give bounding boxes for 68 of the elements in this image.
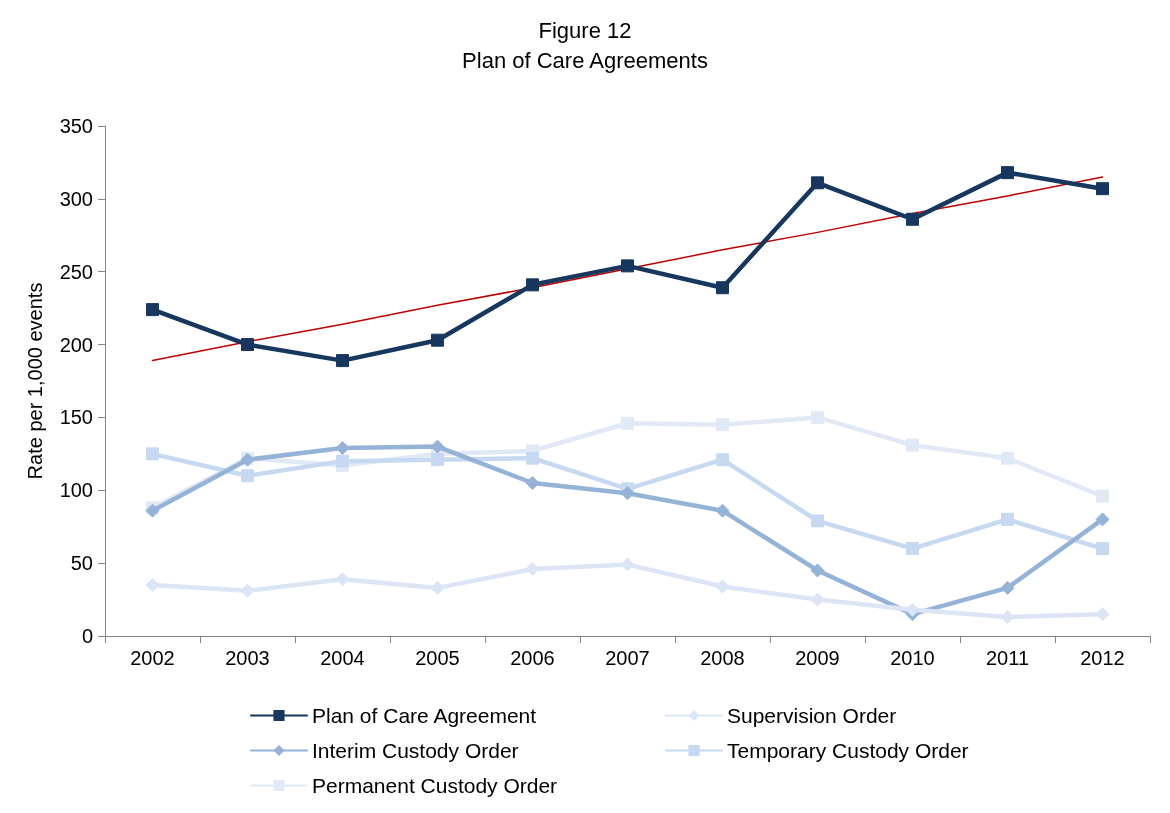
point: [431, 333, 444, 347]
legend-label: Supervision Order: [727, 704, 897, 727]
x-tick-label: 2010: [890, 647, 935, 669]
point: [905, 602, 920, 617]
x-tick-label: 2005: [415, 647, 460, 669]
x-tick-label: 2011: [985, 647, 1030, 669]
y-tick-label: 250: [59, 260, 93, 283]
point: [146, 447, 159, 461]
point: [906, 438, 919, 452]
x-tick-label: 2012: [1080, 647, 1125, 669]
point: [430, 439, 445, 454]
point: [525, 476, 540, 490]
point: [241, 469, 254, 483]
point: [811, 514, 824, 528]
y-tick-label: 0: [81, 625, 93, 647]
point: [1096, 489, 1109, 503]
point: [811, 410, 824, 424]
point: [240, 583, 255, 598]
point: [621, 416, 634, 430]
chart-subtitle: Plan of Care Agreements: [462, 47, 708, 73]
point: [431, 453, 444, 467]
point: [1096, 182, 1109, 196]
y-tick-label: 50: [70, 552, 93, 575]
y-tick-label: 200: [59, 333, 93, 356]
point: [620, 486, 635, 501]
point: [335, 572, 350, 587]
x-tick-label: 2008: [700, 647, 745, 669]
point: [715, 503, 730, 518]
point: [1001, 166, 1014, 180]
y-tick-label: 300: [59, 187, 93, 210]
legend-label: Permanent Custody Order: [312, 774, 558, 797]
point: [906, 212, 919, 226]
y-tick-label: 350: [59, 115, 93, 137]
point: [1000, 580, 1015, 595]
x-tick-label: 2009: [795, 647, 840, 669]
point: [241, 338, 254, 352]
point: [336, 454, 349, 468]
legend-label: Plan of Care Agreement: [312, 704, 537, 727]
x-tick-label: 2004: [320, 647, 365, 669]
point: [526, 278, 539, 292]
point: [810, 563, 825, 578]
point: [716, 453, 729, 467]
point: [620, 557, 635, 572]
point: [811, 176, 824, 190]
point: [1095, 512, 1110, 527]
point: [430, 580, 445, 595]
legend-label: Temporary Custody Order: [727, 739, 969, 762]
point: [715, 579, 730, 594]
point: [716, 418, 729, 432]
x-tick-label: 2007: [605, 647, 650, 669]
x-tick-label: 2002: [130, 647, 175, 669]
x-tick-label: 2006: [510, 647, 555, 669]
point: [810, 592, 825, 607]
point: [906, 542, 919, 556]
x-tick-label: 2003: [225, 647, 270, 669]
point: [716, 281, 729, 295]
point: [1001, 451, 1014, 465]
point: [1096, 542, 1109, 556]
point: [621, 259, 634, 273]
y-tick-label: 150: [59, 406, 93, 429]
y-axis-title: Rate per 1,000 events: [24, 282, 46, 480]
y-tick-label: 100: [59, 479, 93, 502]
chart-title: Figure 12: [538, 17, 632, 43]
point: [1001, 512, 1014, 526]
legend-label: Interim Custody Order: [312, 739, 519, 762]
point: [526, 451, 539, 465]
point: [146, 303, 159, 317]
point: [336, 354, 349, 368]
